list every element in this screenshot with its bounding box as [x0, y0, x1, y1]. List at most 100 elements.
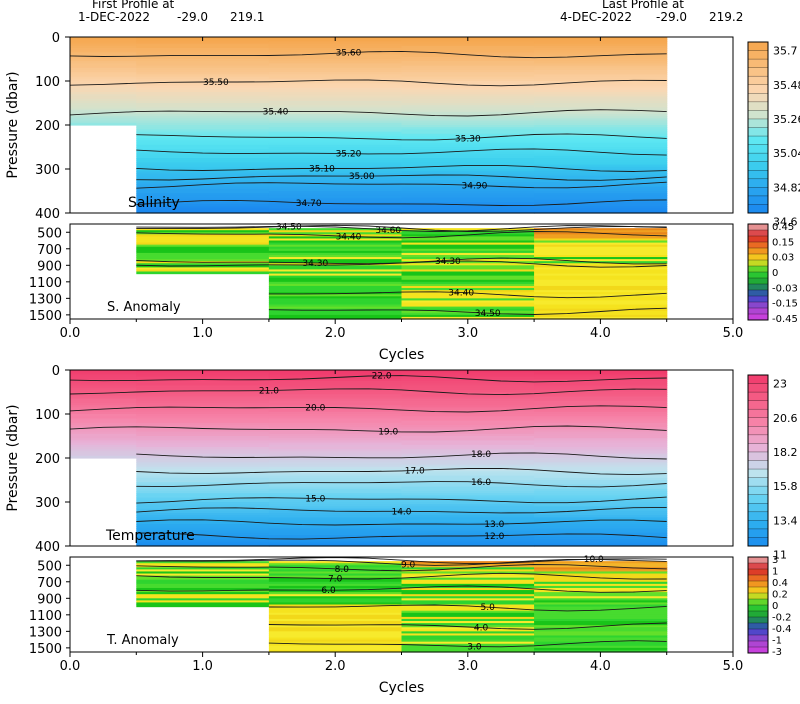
field-cell [268, 431, 403, 435]
field-cell [401, 127, 535, 130]
anomaly-colorbar-block [748, 314, 768, 321]
contour-line [136, 585, 667, 593]
field-cell [70, 411, 137, 415]
contour-label: 35.30 [455, 135, 481, 145]
anomaly-colorbar-tick-label: 0.4 [772, 578, 788, 589]
field-cell [136, 420, 270, 424]
anomaly-cell [401, 312, 535, 316]
field-cell [401, 197, 535, 201]
field-cell [268, 140, 403, 144]
anomaly-cell [136, 565, 270, 568]
field-cell [534, 120, 668, 124]
anomaly-colorbar-tick-label: 3 [772, 555, 778, 566]
contour-label: 35.20 [336, 150, 362, 160]
field-cell [534, 526, 668, 529]
field-cell [136, 495, 270, 499]
colorbar-block [748, 434, 768, 444]
first-profile-lon: 219.1 [230, 10, 265, 24]
field-cell [534, 449, 668, 452]
anomaly-cell [136, 228, 270, 231]
field-cell [401, 409, 535, 413]
field-cell [534, 508, 668, 512]
colorbar-block [748, 409, 768, 419]
anomaly-colorbar-block [748, 641, 768, 648]
field-cell [136, 206, 270, 210]
field-cell [401, 138, 535, 141]
y-tick-label: 100 [35, 75, 60, 90]
anomaly-cell [534, 285, 668, 289]
contour-label: 14.0 [391, 507, 411, 517]
field-cell [70, 383, 137, 386]
anomaly-cell [534, 645, 668, 649]
field-cell [136, 504, 270, 507]
contour-label: 34.30 [435, 257, 461, 267]
field-cell [268, 482, 403, 485]
anomaly-cell [534, 290, 668, 293]
field-cell [136, 403, 270, 406]
field-cell [136, 193, 270, 196]
anomaly-cell [534, 561, 668, 564]
field-cell [534, 455, 668, 459]
field-cell [136, 396, 270, 400]
anomaly-cell [534, 240, 668, 244]
field-cell [268, 508, 403, 512]
anomaly-cell [136, 604, 270, 608]
field-cell [70, 52, 137, 56]
colorbar-block [748, 426, 768, 436]
field-cell [70, 429, 137, 433]
field-cell [136, 100, 270, 104]
contour-label: 13.0 [484, 520, 504, 530]
field-cell [70, 381, 137, 384]
field-cell [401, 153, 535, 157]
field-cell [401, 475, 535, 479]
anomaly-cell [136, 571, 270, 575]
anomaly-cell [268, 587, 403, 591]
field-cell [70, 389, 137, 393]
temperature-anomaly-colorbar: 310.40.20-0.2-0.4-1-3 [747, 555, 792, 658]
field-cell [534, 491, 668, 494]
contour-line [268, 604, 667, 612]
anomaly-cell [401, 314, 535, 318]
y-tick-label: 1100 [29, 609, 62, 624]
anomaly-colorbar-block [748, 605, 768, 612]
anomaly-cell [401, 246, 535, 250]
field-cell [534, 182, 668, 185]
field-cell [136, 171, 270, 174]
anomaly-cell [268, 579, 403, 583]
anomaly-cell [534, 308, 668, 312]
field-cell [268, 469, 403, 472]
field-cell [136, 166, 270, 170]
anomaly-cell [268, 281, 403, 285]
field-cell [534, 466, 668, 470]
field-cell [268, 175, 403, 179]
field-cell [268, 436, 403, 439]
field-cell [136, 442, 270, 446]
field-cell [268, 74, 403, 78]
field-cell [70, 43, 137, 47]
contour-label: 9.0 [401, 561, 416, 571]
anomaly-cell [401, 279, 535, 283]
anomaly-cell [268, 265, 403, 268]
field-cell [268, 45, 403, 49]
field-cell [401, 543, 535, 547]
anomaly-colorbar-block [748, 587, 768, 594]
field-cell [401, 495, 535, 499]
anomaly-cell [534, 583, 668, 587]
field-cell [70, 48, 137, 51]
field-cell [401, 188, 535, 192]
last-profile-lat: -29.0 [656, 10, 688, 24]
field-cell [136, 78, 270, 82]
anomaly-colorbar-tick-label: -0.2 [772, 613, 792, 624]
contour-label: 34.30 [302, 259, 328, 269]
anomaly-cell [401, 248, 535, 252]
field-cell [534, 83, 668, 86]
field-cell [268, 495, 403, 499]
anomaly-cell [401, 296, 535, 299]
field-cell [268, 116, 403, 119]
field-cell [268, 528, 403, 532]
field-cell [136, 447, 270, 450]
anomaly-colorbar-block [748, 575, 768, 582]
field-cell [70, 403, 137, 406]
field-cell [268, 125, 403, 128]
anomaly-cell [534, 238, 668, 242]
